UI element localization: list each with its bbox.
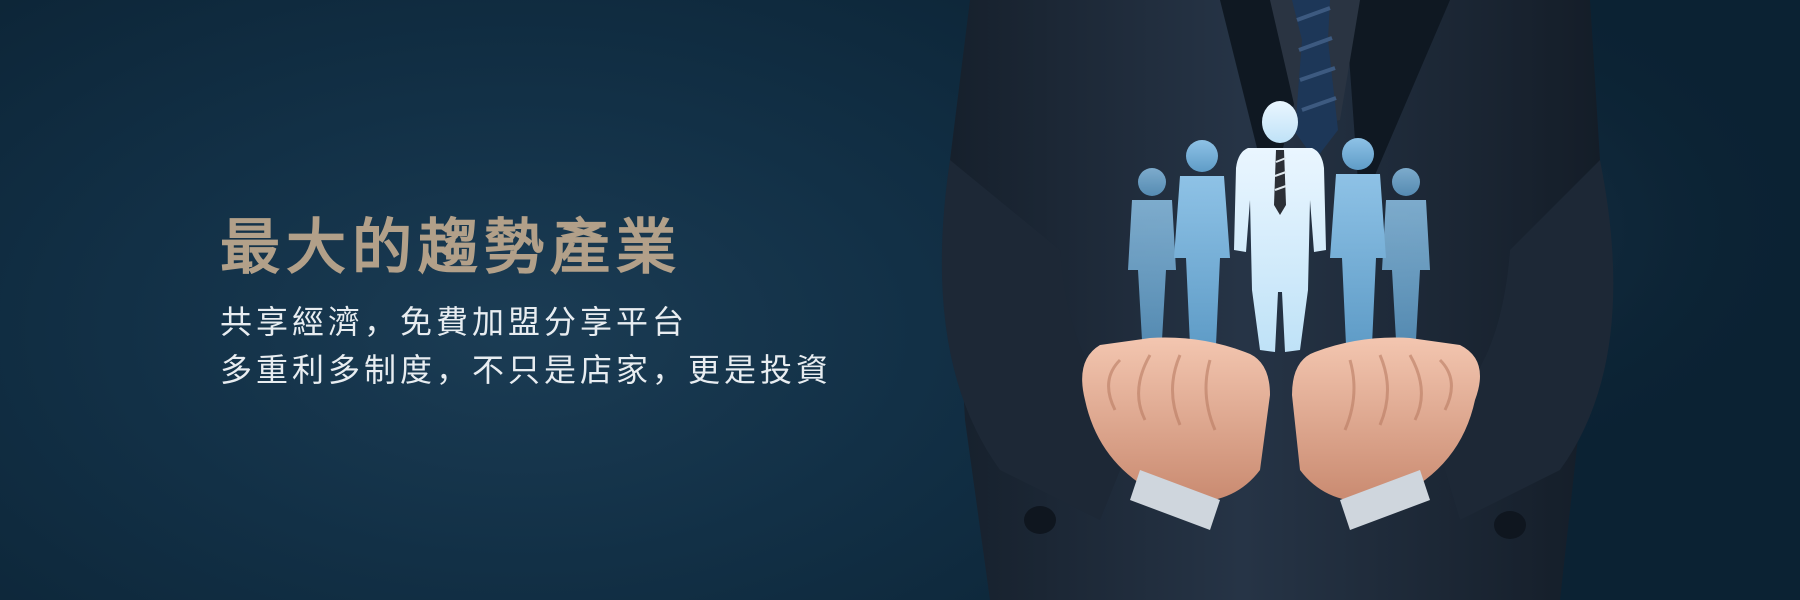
subline-1: 共享經濟，免費加盟分享平台 (220, 303, 689, 341)
businessman-holding-people-icon (800, 0, 1800, 600)
people-group-icon (1128, 101, 1430, 352)
banner-copy: 最大的趨勢產業 共享經濟，免費加盟分享平台 多重利多制度，不只是店家，更是投資 (220, 212, 832, 394)
tie-icon (1292, 0, 1338, 160)
subline-2: 多重利多制度，不只是店家，更是投資 (220, 351, 833, 389)
hands-icon (1082, 337, 1480, 530)
headline: 最大的趨勢產業 (220, 213, 682, 283)
